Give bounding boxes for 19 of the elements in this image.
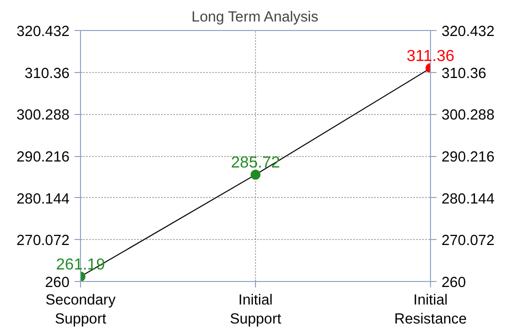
- y2-tick-label: 260: [442, 275, 466, 291]
- y-tick-label: 280.144: [16, 191, 70, 208]
- y2-tick-label: 290.216: [442, 150, 494, 166]
- y2-tick-label: 310.36: [442, 66, 486, 82]
- y-tick-label: 310.36: [24, 66, 70, 82]
- y2-tick-label: 270.072: [442, 233, 494, 250]
- y-tick-label: 290.216: [16, 150, 70, 166]
- y-tick-label: 270.072: [16, 233, 70, 250]
- y2-tick-label: 320.432: [442, 24, 494, 40]
- x-tick-label: Initial Support: [230, 292, 282, 328]
- y-tick-label: 320.432: [16, 24, 70, 40]
- chart-title: Long Term Analysis: [192, 10, 318, 26]
- y2-tick-label: 280.144: [442, 191, 494, 208]
- data-label: 311.36: [406, 48, 454, 66]
- x-tick-label: Secondary Support: [45, 292, 116, 328]
- x-tick-label: Initial Resistance: [394, 292, 467, 328]
- y2-tick-label: 300.288: [442, 108, 494, 124]
- y-tick-label: 260: [45, 275, 70, 291]
- y-tick-label: 300.288: [16, 108, 70, 124]
